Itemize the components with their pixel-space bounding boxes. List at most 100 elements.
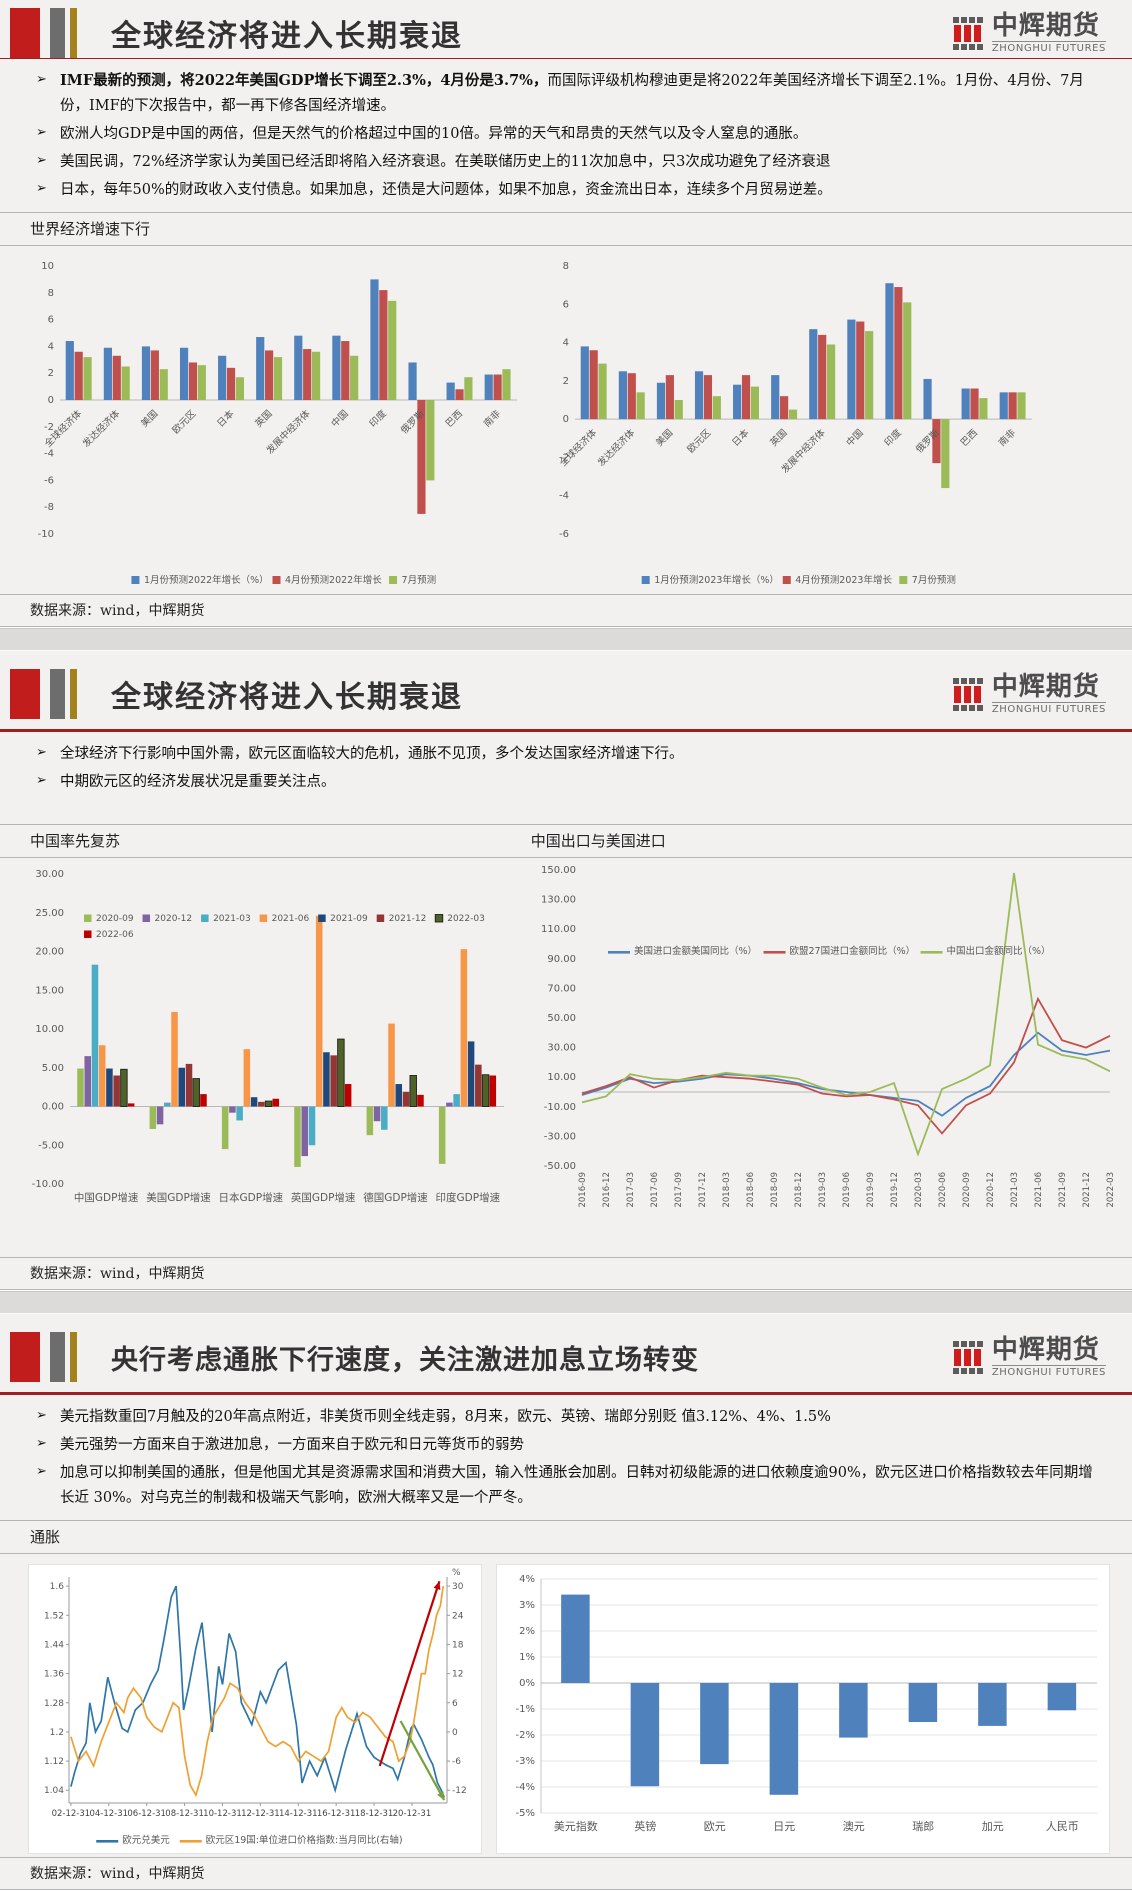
svg-text:1月份预测2023年增长（%）: 1月份预测2023年增长（%） — [654, 574, 779, 586]
svg-text:2021-09: 2021-09 — [1058, 1172, 1068, 1208]
world-growth-2023-chart: 8 6 4 2 0 -2 -4 -6 全球经济体 发达经济体 美国 欧元区 日本 英国 发展中经济体 中国 印度… — [527, 250, 1042, 594]
bullet-text-bold: IMF最新的预测，将2022年美国GDP增长下调至2.3%，4月份是3.7%， — [60, 72, 548, 90]
svg-text:-5.00: -5.00 — [38, 1140, 64, 1151]
svg-text:德国GDP增速: 德国GDP增速 — [363, 1191, 428, 1204]
svg-text:全球经济体: 全球经济体 — [557, 426, 599, 468]
svg-text:2019-12: 2019-12 — [890, 1172, 900, 1208]
svg-text:04-12-31: 04-12-31 — [89, 1809, 128, 1819]
svg-text:6: 6 — [48, 315, 54, 326]
svg-text:2021-06: 2021-06 — [1034, 1172, 1044, 1208]
svg-text:欧元区: 欧元区 — [170, 407, 199, 436]
svg-text:%: % — [452, 1568, 461, 1578]
source-note: 数据来源：wind，中辉期货 — [0, 1257, 1132, 1290]
svg-text:美国进口金额美国同比（%）: 美国进口金额美国同比（%） — [634, 945, 757, 957]
svg-text:1.6: 1.6 — [50, 1582, 65, 1592]
gold-block — [70, 8, 77, 58]
section-label: 通胀 — [30, 1527, 61, 1546]
svg-text:0: 0 — [48, 395, 54, 406]
svg-text:中国: 中国 — [329, 408, 351, 430]
title-accent-blocks — [10, 669, 77, 719]
svg-text:2020-09: 2020-09 — [96, 914, 134, 924]
svg-text:8: 8 — [48, 288, 54, 299]
page-title: 全球经济将进入长期衰退 — [111, 680, 463, 715]
svg-text:欧元: 欧元 — [704, 1820, 726, 1833]
svg-text:2020-06: 2020-06 — [938, 1172, 948, 1208]
svg-text:50.00: 50.00 — [547, 1013, 576, 1024]
bullet-item: ➢ 全球经济下行影响中国外需，欧元区面临较大的危机，通胀不见顶，多个发达国家经济增… — [36, 742, 1104, 767]
svg-text:英镑: 英镑 — [634, 1819, 656, 1833]
slide-1-header: 全球经济将进入长期衰退 中辉期货 ZHONGHUI FUTURES — [0, 8, 1132, 58]
svg-text:巴西: 巴西 — [959, 427, 980, 448]
svg-text:日本: 日本 — [215, 407, 237, 429]
gray-block — [50, 1332, 65, 1382]
export-import-chart: 150.00 130.00 110.00 90.00 70.00 50.00 30.00 10… — [524, 862, 1124, 1234]
logo-name: 中辉期货 — [991, 10, 1100, 41]
svg-text:2%: 2% — [519, 1626, 535, 1637]
svg-text:4%: 4% — [519, 1574, 535, 1585]
svg-text:-4: -4 — [44, 449, 54, 460]
svg-text:2: 2 — [563, 376, 569, 387]
svg-text:2021-09: 2021-09 — [330, 914, 368, 924]
svg-text:70.00: 70.00 — [547, 983, 576, 994]
bullet-text: 加息可以抑制美国的通胀，但是他国尤其是资源需求国和消费大国，输入性通胀会加剧。日… — [60, 1464, 1093, 1506]
svg-text:2021-06: 2021-06 — [272, 914, 310, 924]
svg-text:美元指数: 美元指数 — [554, 1819, 598, 1833]
eurusd-import-price-chart: 1.6 1.52 1.44 1.36 1.28 1.2 1.12 1.04 30 24 18 12 6 0… — [28, 1563, 482, 1854]
svg-text:2017-06: 2017-06 — [650, 1172, 660, 1208]
bullet-arrow-icon: ➢ — [36, 125, 47, 141]
svg-text:08-12-31: 08-12-31 — [165, 1809, 204, 1819]
title-accent-blocks — [10, 1332, 77, 1382]
gray-block — [50, 8, 65, 58]
bullet-arrow-icon: ➢ — [36, 1463, 47, 1479]
svg-text:130.00: 130.00 — [541, 894, 576, 905]
svg-text:4月份预测2023年增长: 4月份预测2023年增长 — [795, 574, 892, 586]
svg-text:2018-09: 2018-09 — [770, 1172, 780, 1208]
svg-text:0%: 0% — [519, 1678, 535, 1689]
currency-change-chart: 4% 3% 2% 1% 0% -1% -2% -3% -4% -5% 美元指数 英镑 欧元 日元 澳元 瑞郎 加… — [496, 1563, 1110, 1854]
logo-name: 中辉期货 — [991, 671, 1100, 702]
red-block — [10, 1332, 40, 1382]
svg-text:欧元兑美元: 欧元兑美元 — [122, 1834, 170, 1846]
svg-text:-50.00: -50.00 — [544, 1161, 576, 1172]
svg-text:30: 30 — [452, 1582, 464, 1592]
china-recovery-chart: 30.00 25.00 20.00 15.00 10.00 5.00 0.00 -5.00 -1… — [18, 862, 510, 1234]
section-label-row: 通胀 — [0, 1519, 1132, 1554]
company-logo: 中辉期货 ZHONGHUI FUTURES — [952, 671, 1106, 715]
svg-text:印度: 印度 — [367, 407, 389, 429]
svg-text:人民币: 人民币 — [1046, 1820, 1079, 1833]
header-divider — [0, 1392, 1132, 1395]
svg-text:-6: -6 — [44, 475, 54, 486]
logo-subtitle: ZHONGHUI FUTURES — [991, 1364, 1106, 1378]
logo-grid-icon — [952, 16, 983, 50]
svg-text:2019-03: 2019-03 — [818, 1172, 828, 1208]
svg-text:6: 6 — [452, 1699, 458, 1709]
bullet-text: 美元指数重回7月触及的20年高点附近，非美货币则全线走弱，8月来，欧元、英镑、瑞… — [60, 1409, 831, 1425]
svg-text:-4%: -4% — [516, 1782, 535, 1793]
svg-text:2021-03: 2021-03 — [213, 914, 251, 924]
svg-text:8: 8 — [563, 261, 569, 272]
svg-text:美国GDP增速: 美国GDP增速 — [146, 1191, 211, 1204]
svg-text:150.00: 150.00 — [541, 865, 576, 876]
svg-text:英国: 英国 — [768, 427, 790, 449]
svg-text:-10: -10 — [38, 529, 54, 540]
svg-text:2022-03: 2022-03 — [1106, 1172, 1116, 1208]
svg-text:25.00: 25.00 — [35, 908, 64, 919]
svg-text:5.00: 5.00 — [42, 1063, 64, 1074]
svg-text:-6: -6 — [452, 1757, 461, 1767]
slide-2-header: 全球经济将进入长期衰退 中辉期货 ZHONGHUI FUTURES — [0, 659, 1132, 729]
svg-text:2016-12: 2016-12 — [602, 1172, 612, 1208]
title-accent-blocks — [10, 8, 77, 58]
svg-text:06-12-31: 06-12-31 — [127, 1809, 166, 1819]
logo-subtitle: ZHONGHUI FUTURES — [991, 701, 1106, 715]
gold-block — [70, 1332, 77, 1382]
chart-title-left: 中国率先复苏 — [30, 831, 121, 850]
svg-text:2016-09: 2016-09 — [578, 1172, 588, 1208]
bullet-item: ➢ 中期欧元区的经济发展状况是重要关注点。 — [36, 770, 1104, 795]
svg-text:-2%: -2% — [516, 1730, 535, 1741]
chart-titles-row: 中国率先复苏 中国出口与美国进口 — [0, 823, 1132, 858]
svg-text:-10.00: -10.00 — [32, 1179, 64, 1190]
svg-text:0: 0 — [452, 1728, 458, 1738]
svg-text:欧盟27国进口金额同比（%）: 欧盟27国进口金额同比（%） — [790, 945, 916, 957]
header-divider — [0, 58, 1132, 60]
slide-1: 全球经济将进入长期衰退 中辉期货 ZHONGHUI FUTURES ➢ IMF最新… — [0, 0, 1132, 628]
